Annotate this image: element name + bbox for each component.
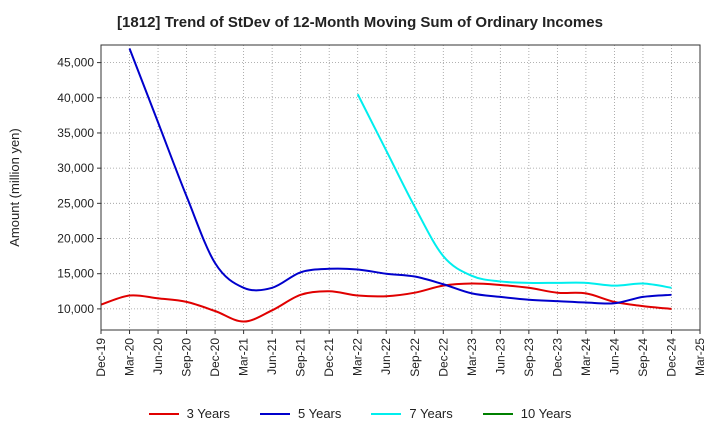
x-tick-label: Jun-23 bbox=[493, 338, 507, 375]
y-tick-label: 40,000 bbox=[57, 91, 94, 105]
x-tick-label: Jun-22 bbox=[379, 338, 393, 375]
legend-label: 7 Years bbox=[409, 406, 453, 421]
x-tick-label: Sep-22 bbox=[408, 338, 422, 377]
x-tick-label: Dec-24 bbox=[664, 338, 678, 377]
legend-item-7-years: 7 Years bbox=[371, 406, 453, 421]
legend-swatch bbox=[260, 412, 290, 415]
series-line-3-years bbox=[100, 282, 672, 323]
legend-item-10-years: 10 Years bbox=[482, 406, 572, 421]
grid-layer bbox=[101, 45, 700, 330]
x-tick-label: Mar-24 bbox=[579, 338, 593, 376]
series-layer bbox=[100, 48, 672, 323]
legend-swatch bbox=[148, 412, 179, 415]
series-line-5-years bbox=[128, 48, 672, 305]
x-tick-label: Mar-20 bbox=[123, 338, 137, 376]
x-tick-label: Sep-23 bbox=[522, 338, 536, 377]
x-tick-label: Mar-25 bbox=[693, 338, 707, 376]
chart-title: [1812] Trend of StDev of 12-Month Moving… bbox=[117, 14, 603, 31]
legend-item-5-years: 5 Years bbox=[260, 406, 341, 421]
x-tick-label: Mar-23 bbox=[465, 338, 479, 376]
x-tick-label: Dec-21 bbox=[322, 338, 336, 377]
x-tick-label: Mar-21 bbox=[237, 338, 251, 376]
legend-label: 5 Years bbox=[298, 406, 342, 421]
legend-label: 3 Years bbox=[186, 406, 230, 421]
series-line-7-years bbox=[356, 93, 672, 289]
axis-layer: Dec-19 Mar-20 Jun-20 Sep-20 Dec-20 Mar-21 Jun-… bbox=[57, 56, 707, 377]
x-tick-label: Dec-19 bbox=[94, 338, 108, 377]
x-tick-label: Sep-20 bbox=[180, 338, 194, 377]
y-tick-label: 25,000 bbox=[57, 196, 94, 210]
x-tick-label: Jun-20 bbox=[151, 338, 165, 375]
y-tick-label: 30,000 bbox=[57, 161, 94, 175]
x-tick-label: Dec-23 bbox=[550, 338, 564, 377]
legend-swatch bbox=[482, 412, 513, 415]
x-tick-label: Mar-22 bbox=[351, 338, 365, 376]
legend-label: 10 Years bbox=[520, 406, 572, 421]
y-tick-label: 45,000 bbox=[57, 56, 94, 70]
x-tick-label: Dec-20 bbox=[208, 338, 222, 377]
y-tick-label: 10,000 bbox=[57, 302, 94, 316]
legend: 3 Years 5 Years 7 Years 10 Years bbox=[0, 406, 720, 421]
x-tick-label: Jun-24 bbox=[607, 338, 621, 375]
legend-swatch bbox=[371, 412, 402, 415]
plot-frame bbox=[100, 44, 701, 331]
y-tick-label: 15,000 bbox=[57, 267, 94, 281]
y-tick-label: 35,000 bbox=[57, 126, 94, 140]
x-tick-label: Dec-22 bbox=[436, 338, 450, 377]
y-tick-label: 20,000 bbox=[57, 232, 94, 246]
legend-item-3-years: 3 Years bbox=[148, 406, 230, 421]
x-tick-label: Sep-24 bbox=[636, 338, 650, 377]
x-tick-label: Jun-21 bbox=[265, 338, 279, 375]
y-axis-label: Amount (million yen) bbox=[7, 128, 22, 247]
x-tick-label: Sep-21 bbox=[294, 338, 308, 377]
